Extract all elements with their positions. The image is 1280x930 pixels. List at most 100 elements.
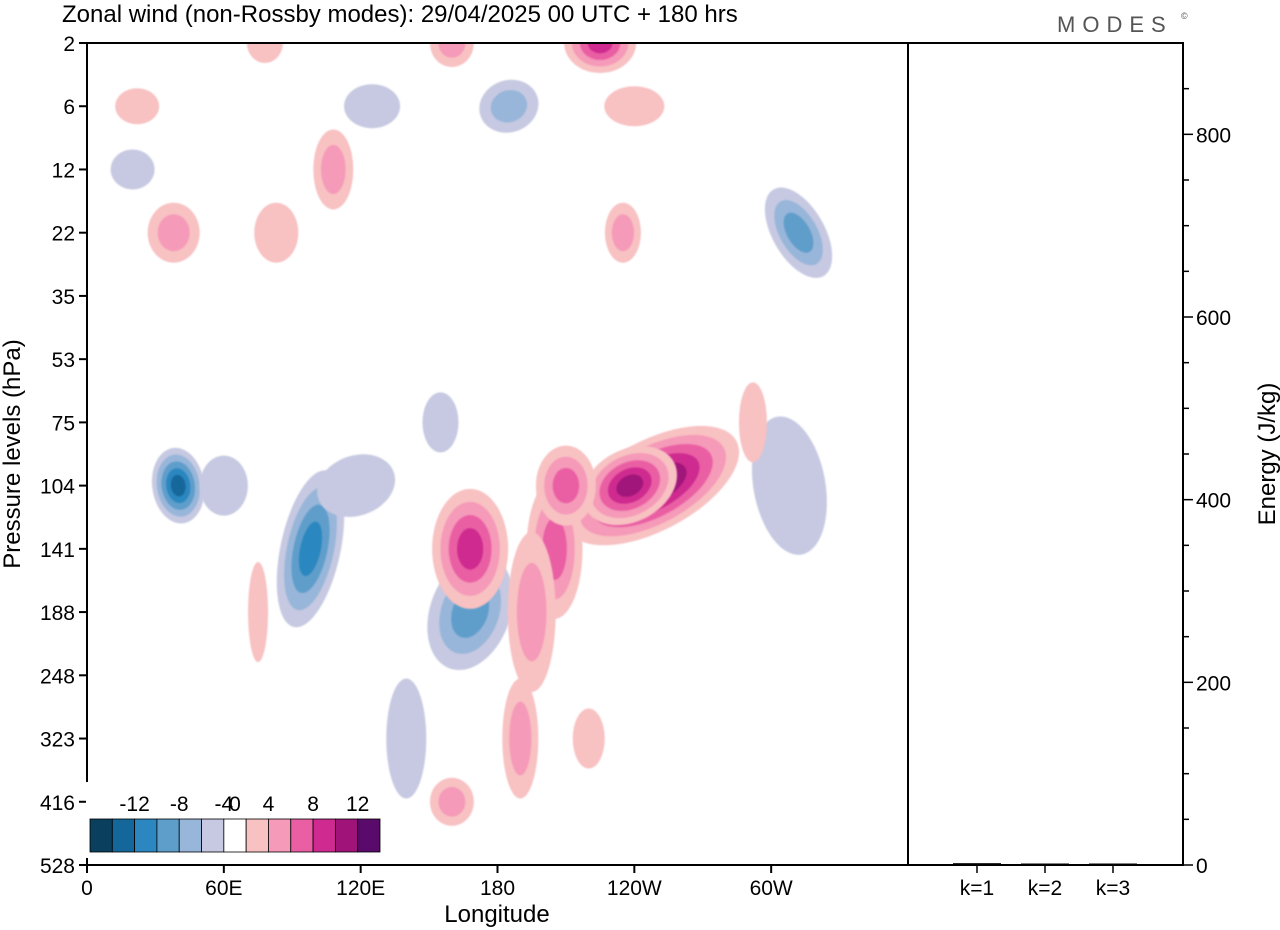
y-tick-label: 35 xyxy=(52,286,75,309)
colorbar-swatch xyxy=(357,818,381,853)
y-tick-label: 75 xyxy=(52,412,75,435)
colorbar-swatch xyxy=(268,818,292,853)
chart-title: Zonal wind (non-Rossby modes): 29/04/202… xyxy=(62,1,738,28)
contour-level xyxy=(572,708,605,769)
colorbar-swatch xyxy=(201,818,225,853)
contour-level xyxy=(604,86,665,127)
contour-level xyxy=(317,454,396,517)
contour-level xyxy=(490,89,528,123)
contour-level xyxy=(254,202,299,263)
contour-level xyxy=(298,521,323,577)
x-axis: 0 60E 120E 180 120W 60W xyxy=(81,865,793,900)
colorbar-tick-label: 12 xyxy=(346,793,369,816)
colorbar-swatch xyxy=(290,818,314,853)
energy-tick-label: 400 xyxy=(1196,490,1231,513)
y-axis: 2 6 12 22 35 53 75 104 141 188 248 323 416 528 xyxy=(40,33,87,878)
wind-anomaly-westerly xyxy=(572,708,605,769)
wind-anomaly-easterly xyxy=(422,392,459,453)
contour-level xyxy=(509,701,532,776)
energy-bars: k=1 k=2 k=3 xyxy=(953,863,1137,900)
contour-level xyxy=(456,527,484,570)
contour-level xyxy=(552,467,580,504)
contour-level xyxy=(738,382,767,463)
x-tick-label: 0 xyxy=(81,877,93,900)
wind-anomaly-westerly xyxy=(564,43,637,73)
wind-anomaly-westerly xyxy=(507,532,556,693)
wind-anomaly-westerly xyxy=(254,202,299,263)
wind-anomaly-easterly xyxy=(151,447,205,524)
contour-level xyxy=(170,474,186,497)
y-tick-label: 6 xyxy=(63,96,75,119)
contour-level xyxy=(611,214,635,252)
colorbar-tick-label: -12 xyxy=(119,793,149,816)
x-tick-label: 180 xyxy=(480,877,515,900)
contour-level xyxy=(344,84,401,129)
contour-level xyxy=(587,43,613,54)
energy-tick-label: 600 xyxy=(1196,307,1231,330)
wind-anomaly-westerly xyxy=(115,88,160,125)
wind-anomaly-easterly xyxy=(751,416,827,555)
colorbar-swatch xyxy=(178,818,202,853)
y-tick-label: 528 xyxy=(40,855,75,878)
wind-field xyxy=(110,43,833,826)
contour-level xyxy=(438,43,466,58)
colorbar-swatch xyxy=(334,818,359,853)
energy-tick-label: 0 xyxy=(1196,855,1208,878)
contour-level xyxy=(751,416,827,555)
energy-tick-label: 200 xyxy=(1196,672,1231,695)
energy-plot-frame xyxy=(907,42,1184,866)
contour-level xyxy=(386,678,427,799)
wind-anomaly-westerly xyxy=(502,678,539,799)
contour-level xyxy=(110,149,155,190)
energy-tick-label: 800 xyxy=(1196,124,1231,147)
energy-axis: 0 200 400 600 800 xyxy=(1183,87,1231,878)
colorbar-tick-label: 8 xyxy=(307,793,319,816)
y-tick-label: 22 xyxy=(52,223,75,246)
contour-level xyxy=(248,562,269,663)
wind-anomaly-westerly xyxy=(429,43,474,67)
wind-anomaly-westerly xyxy=(535,445,596,526)
y-tick-label: 188 xyxy=(40,602,75,625)
colorbar-swatch xyxy=(89,818,113,853)
energy-bar xyxy=(1021,863,1069,865)
energy-bar xyxy=(953,863,1001,865)
x-tick-label: 120W xyxy=(607,877,662,900)
x-tick-label: 60W xyxy=(750,877,793,900)
wind-anomaly-easterly xyxy=(764,187,833,278)
wind-anomaly-westerly xyxy=(604,202,641,263)
y-tick-label: 2 xyxy=(63,33,75,56)
colorbar-tick-label: -8 xyxy=(170,793,189,816)
contour-level xyxy=(199,455,248,516)
colorbar-tick-label: 0 xyxy=(229,793,241,816)
brand-mark: © xyxy=(1181,11,1188,21)
contour-level xyxy=(246,43,283,63)
wind-anomaly-easterly xyxy=(344,84,401,129)
contour-level xyxy=(422,392,459,453)
wind-anomaly-easterly xyxy=(386,678,427,799)
y-tick-label: 12 xyxy=(52,159,75,182)
contour-level xyxy=(783,212,814,253)
colorbar-tick-label: 4 xyxy=(263,793,275,816)
contour-level xyxy=(438,786,466,817)
contour-level xyxy=(321,144,346,195)
y-tick-label: 323 xyxy=(40,729,75,752)
y-tick-label: 53 xyxy=(52,349,75,372)
contour-level xyxy=(616,474,644,497)
colorbar-swatch xyxy=(245,818,269,853)
contour-level xyxy=(115,88,160,125)
wind-anomaly-westerly xyxy=(248,562,269,663)
wind-anomaly-westerly xyxy=(604,86,665,127)
wind-anomaly-westerly xyxy=(429,777,474,826)
wind-anomaly-easterly xyxy=(199,455,248,516)
y-tick-label: 104 xyxy=(40,476,75,499)
energy-bar-label: k=1 xyxy=(960,877,994,900)
colorbar-tick-label: -4 xyxy=(215,793,234,816)
x-axis-title: Longitude xyxy=(444,901,549,928)
colorbar-legend: -12 -8 -40 4 8 12 xyxy=(86,782,384,858)
contour-level xyxy=(516,562,547,662)
wind-anomaly-easterly xyxy=(276,470,345,628)
colorbar-swatch xyxy=(312,818,336,853)
energy-bar-label: k=2 xyxy=(1028,877,1062,900)
y-tick-label: 248 xyxy=(40,665,75,688)
